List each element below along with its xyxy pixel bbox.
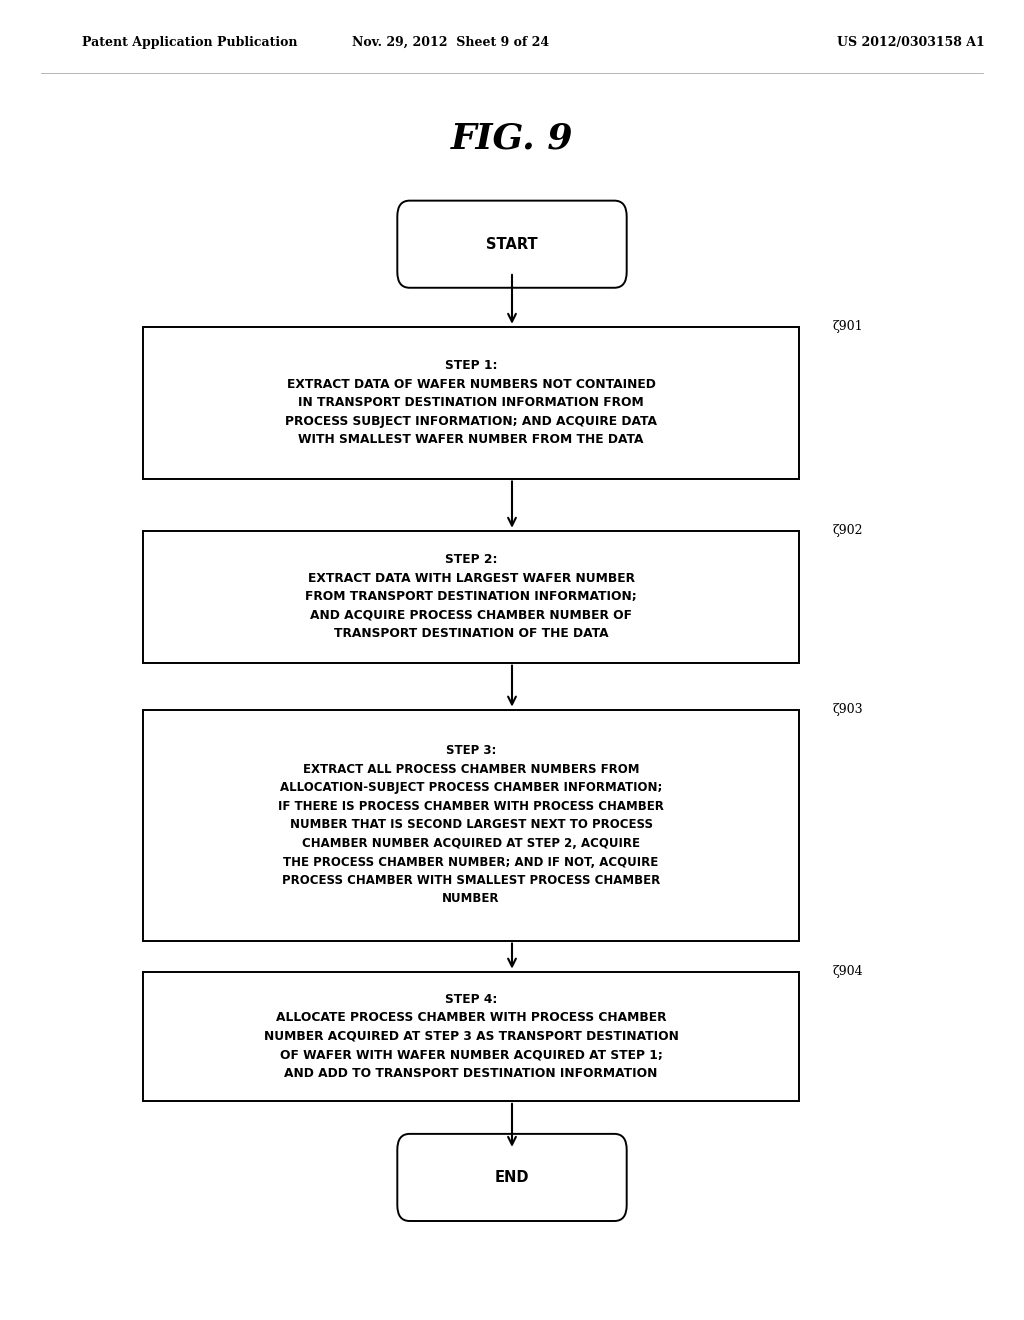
Text: STEP 2:
EXTRACT DATA WITH LARGEST WAFER NUMBER
FROM TRANSPORT DESTINATION INFORM: STEP 2: EXTRACT DATA WITH LARGEST WAFER … (305, 553, 637, 640)
Bar (143, 710, 799, 940)
Text: STEP 4:
ALLOCATE PROCESS CHAMBER WITH PROCESS CHAMBER
NUMBER ACQUIRED AT STEP 3 : STEP 4: ALLOCATE PROCESS CHAMBER WITH PR… (263, 993, 679, 1080)
Text: STEP 1:
EXTRACT DATA OF WAFER NUMBERS NOT CONTAINED
IN TRANSPORT DESTINATION INF: STEP 1: EXTRACT DATA OF WAFER NUMBERS NO… (285, 359, 657, 446)
Bar (143, 531, 799, 663)
FancyBboxPatch shape (397, 201, 627, 288)
Bar (143, 327, 799, 479)
Text: US 2012/0303158 A1: US 2012/0303158 A1 (838, 36, 985, 49)
Text: END: END (495, 1170, 529, 1185)
FancyBboxPatch shape (397, 1134, 627, 1221)
Text: ζ904: ζ904 (833, 965, 863, 978)
Text: ζ901: ζ901 (833, 321, 863, 333)
Text: Nov. 29, 2012  Sheet 9 of 24: Nov. 29, 2012 Sheet 9 of 24 (352, 36, 549, 49)
Text: FIG. 9: FIG. 9 (451, 121, 573, 156)
Text: ζ903: ζ903 (833, 702, 863, 715)
Text: ζ902: ζ902 (833, 524, 863, 537)
Text: STEP 3:
EXTRACT ALL PROCESS CHAMBER NUMBERS FROM
ALLOCATION-SUBJECT PROCESS CHAM: STEP 3: EXTRACT ALL PROCESS CHAMBER NUMB… (279, 744, 664, 906)
Text: START: START (486, 236, 538, 252)
Text: Patent Application Publication: Patent Application Publication (82, 36, 297, 49)
Bar (143, 972, 799, 1101)
